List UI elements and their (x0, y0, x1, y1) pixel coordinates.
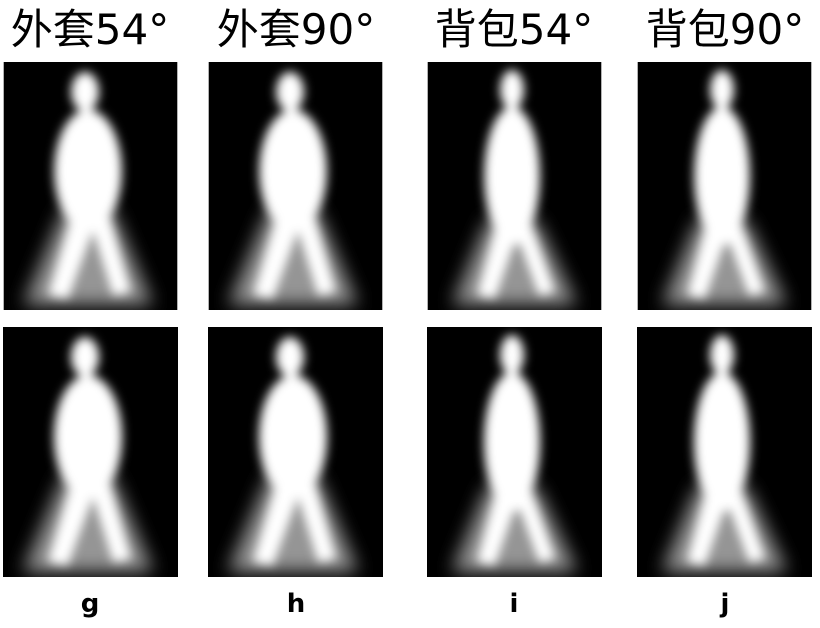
gait-image (428, 62, 602, 310)
gait-image (4, 62, 178, 310)
figure: 外套54° 外套90° 背包54° 背包90° g h i j (0, 0, 820, 628)
column-header: 背包54° (435, 5, 593, 54)
column-label: j (720, 589, 730, 619)
gait-image (637, 327, 812, 577)
gait-image (638, 62, 812, 310)
gait-image (209, 62, 383, 310)
column-label: i (510, 589, 519, 619)
gait-image (208, 327, 383, 577)
headers: 外套54° 外套90° 背包54° 背包90° (11, 5, 804, 54)
column-header: 外套54° (11, 5, 169, 54)
column-label: g (81, 589, 100, 619)
gait-image (427, 327, 602, 577)
column-header: 外套90° (217, 5, 375, 54)
labels: g h i j (81, 589, 730, 619)
column-header: 背包90° (646, 5, 804, 54)
image-grid (3, 62, 812, 577)
column-label: h (287, 589, 306, 619)
gait-image (3, 327, 178, 577)
